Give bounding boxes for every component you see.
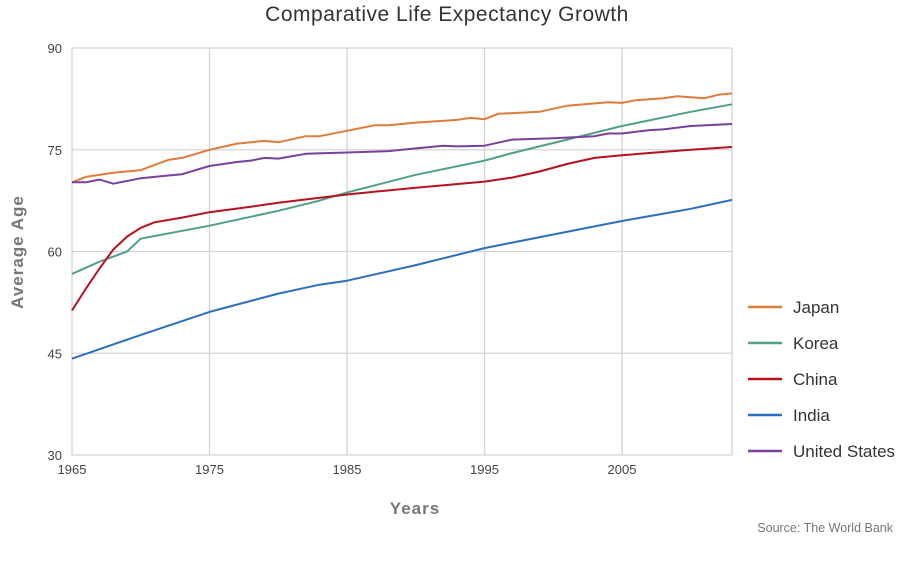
legend-label: India: [793, 406, 830, 425]
y-axis-ticks: 90 75 60 45 30: [48, 41, 62, 463]
source-note: Source: The World Bank: [757, 521, 893, 535]
x-axis-title: Years: [390, 499, 440, 518]
x-tick-label: 2005: [608, 462, 637, 477]
y-tick-label: 45: [48, 346, 62, 361]
legend-label: United States: [793, 442, 895, 461]
y-axis-title: Average Age: [8, 195, 27, 309]
legend-label: Korea: [793, 334, 839, 353]
y-tick-label: 90: [48, 41, 62, 56]
legend-label: China: [793, 370, 838, 389]
series-line-united-states: [72, 123, 733, 185]
grid: [71, 47, 733, 456]
x-tick-label: 1985: [333, 462, 362, 477]
series-line-japan: [71, 92, 733, 184]
y-tick-label: 75: [48, 143, 62, 158]
series-lines: [71, 92, 733, 360]
series-line-korea: [71, 103, 733, 275]
legend: Japan Korea China India United States: [748, 298, 895, 461]
y-tick-label: 60: [48, 245, 62, 260]
legend-label: Japan: [793, 298, 839, 317]
x-axis-ticks: 1965 1975 1985 1995 2005: [58, 462, 637, 477]
x-tick-label: 1965: [58, 462, 87, 477]
x-tick-label: 1975: [195, 462, 224, 477]
y-tick-label: 30: [48, 448, 62, 463]
series-line-china: [71, 146, 733, 312]
chart-title: Comparative Life Expectancy Growth: [265, 3, 629, 26]
x-tick-label: 1995: [470, 462, 499, 477]
series-line-india: [71, 198, 733, 360]
